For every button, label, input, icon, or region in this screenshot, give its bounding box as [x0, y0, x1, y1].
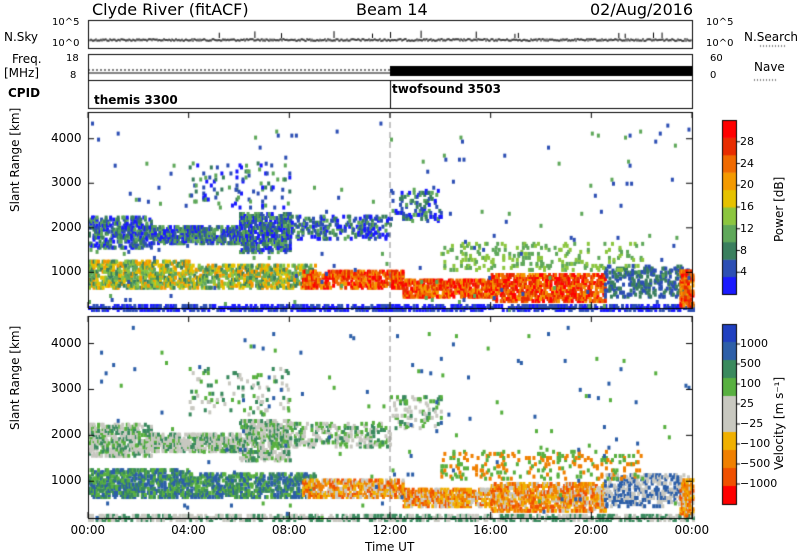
cpid-label: CPID: [8, 86, 41, 100]
x-tick-label: 00:00: [674, 523, 710, 537]
velocity-ylabel: Slant Range [km]: [8, 325, 22, 430]
power-colorbar-label: Power [dB]: [772, 176, 786, 242]
y-tick-label: 4000: [51, 130, 82, 145]
colorbar-tick-label: 100: [740, 377, 761, 390]
colorbar-tick-label: −1000: [740, 477, 778, 490]
x-tick-label: 08:00: [271, 523, 307, 537]
nave-bottom-tick: 0: [710, 70, 717, 81]
nsearch-top-tick: 10^5: [706, 17, 734, 28]
colorbar-tick-label: 500: [740, 357, 761, 370]
x-tick-label: 12:00: [372, 523, 408, 537]
y-tick-label: 4000: [51, 335, 82, 350]
y-tick-label: 3000: [51, 381, 82, 396]
colorbar-tick-label: 24: [740, 156, 754, 170]
nsky-top-tick: 10^5: [52, 17, 80, 28]
nsky-label: N.Sky: [4, 30, 39, 44]
velocity-colorbar-label: Velocity [m s⁻¹]: [772, 376, 786, 470]
freq-label: Freq.: [12, 52, 42, 66]
cpid-mode-1: themis 3300: [94, 93, 178, 107]
colorbar-tick-label: 16: [740, 200, 754, 213]
x-tick-label: 16:00: [473, 523, 508, 537]
beam-title: Beam 14: [356, 0, 428, 19]
colorbar-tick-label: 12: [740, 221, 754, 235]
colorbar-tick-label: 1000: [740, 337, 768, 350]
colorbar-tick-label: −25: [740, 417, 764, 430]
colorbar-tick-label: 28: [740, 134, 754, 148]
colorbar-tick-label: 20: [740, 178, 754, 192]
x-tick-label: 04:00: [171, 523, 206, 537]
nsearch-bottom-tick: 10^0: [706, 38, 734, 49]
y-tick-label: 2000: [51, 219, 82, 234]
colorbar-tick-label: −500: [740, 457, 771, 470]
y-tick-label: 1000: [51, 264, 82, 279]
freq-top-tick: 18: [66, 53, 79, 64]
colorbar-tick-label: −100: [740, 437, 771, 450]
nsearch-label: N.Search: [744, 30, 799, 44]
y-tick-label: 2000: [51, 427, 82, 442]
power-ylabel: Slant Range [km]: [8, 107, 22, 212]
x-tick-label: 00:00: [70, 523, 106, 537]
nave-label: Nave: [754, 60, 785, 74]
colorbar-tick-label: 25: [740, 397, 754, 410]
date-title: 02/Aug/2016: [590, 0, 694, 19]
nave-top-tick: 60: [710, 53, 723, 64]
colorbar-tick-label: 4: [740, 265, 747, 279]
xlabel: Time UT: [365, 540, 415, 554]
nsky-bottom-tick: 10^0: [52, 38, 80, 49]
x-tick-label: 20:00: [573, 523, 609, 537]
station-title: Clyde River (fitACF): [92, 0, 249, 19]
freq-unit-label: [MHz]: [4, 66, 40, 80]
y-tick-label: 3000: [51, 175, 82, 190]
y-tick-label: 1000: [51, 473, 82, 488]
cpid-mode-2: twofsound 3503: [392, 82, 501, 96]
freq-bottom-tick: 8: [70, 70, 77, 81]
colorbar-tick-label: 8: [740, 243, 747, 257]
